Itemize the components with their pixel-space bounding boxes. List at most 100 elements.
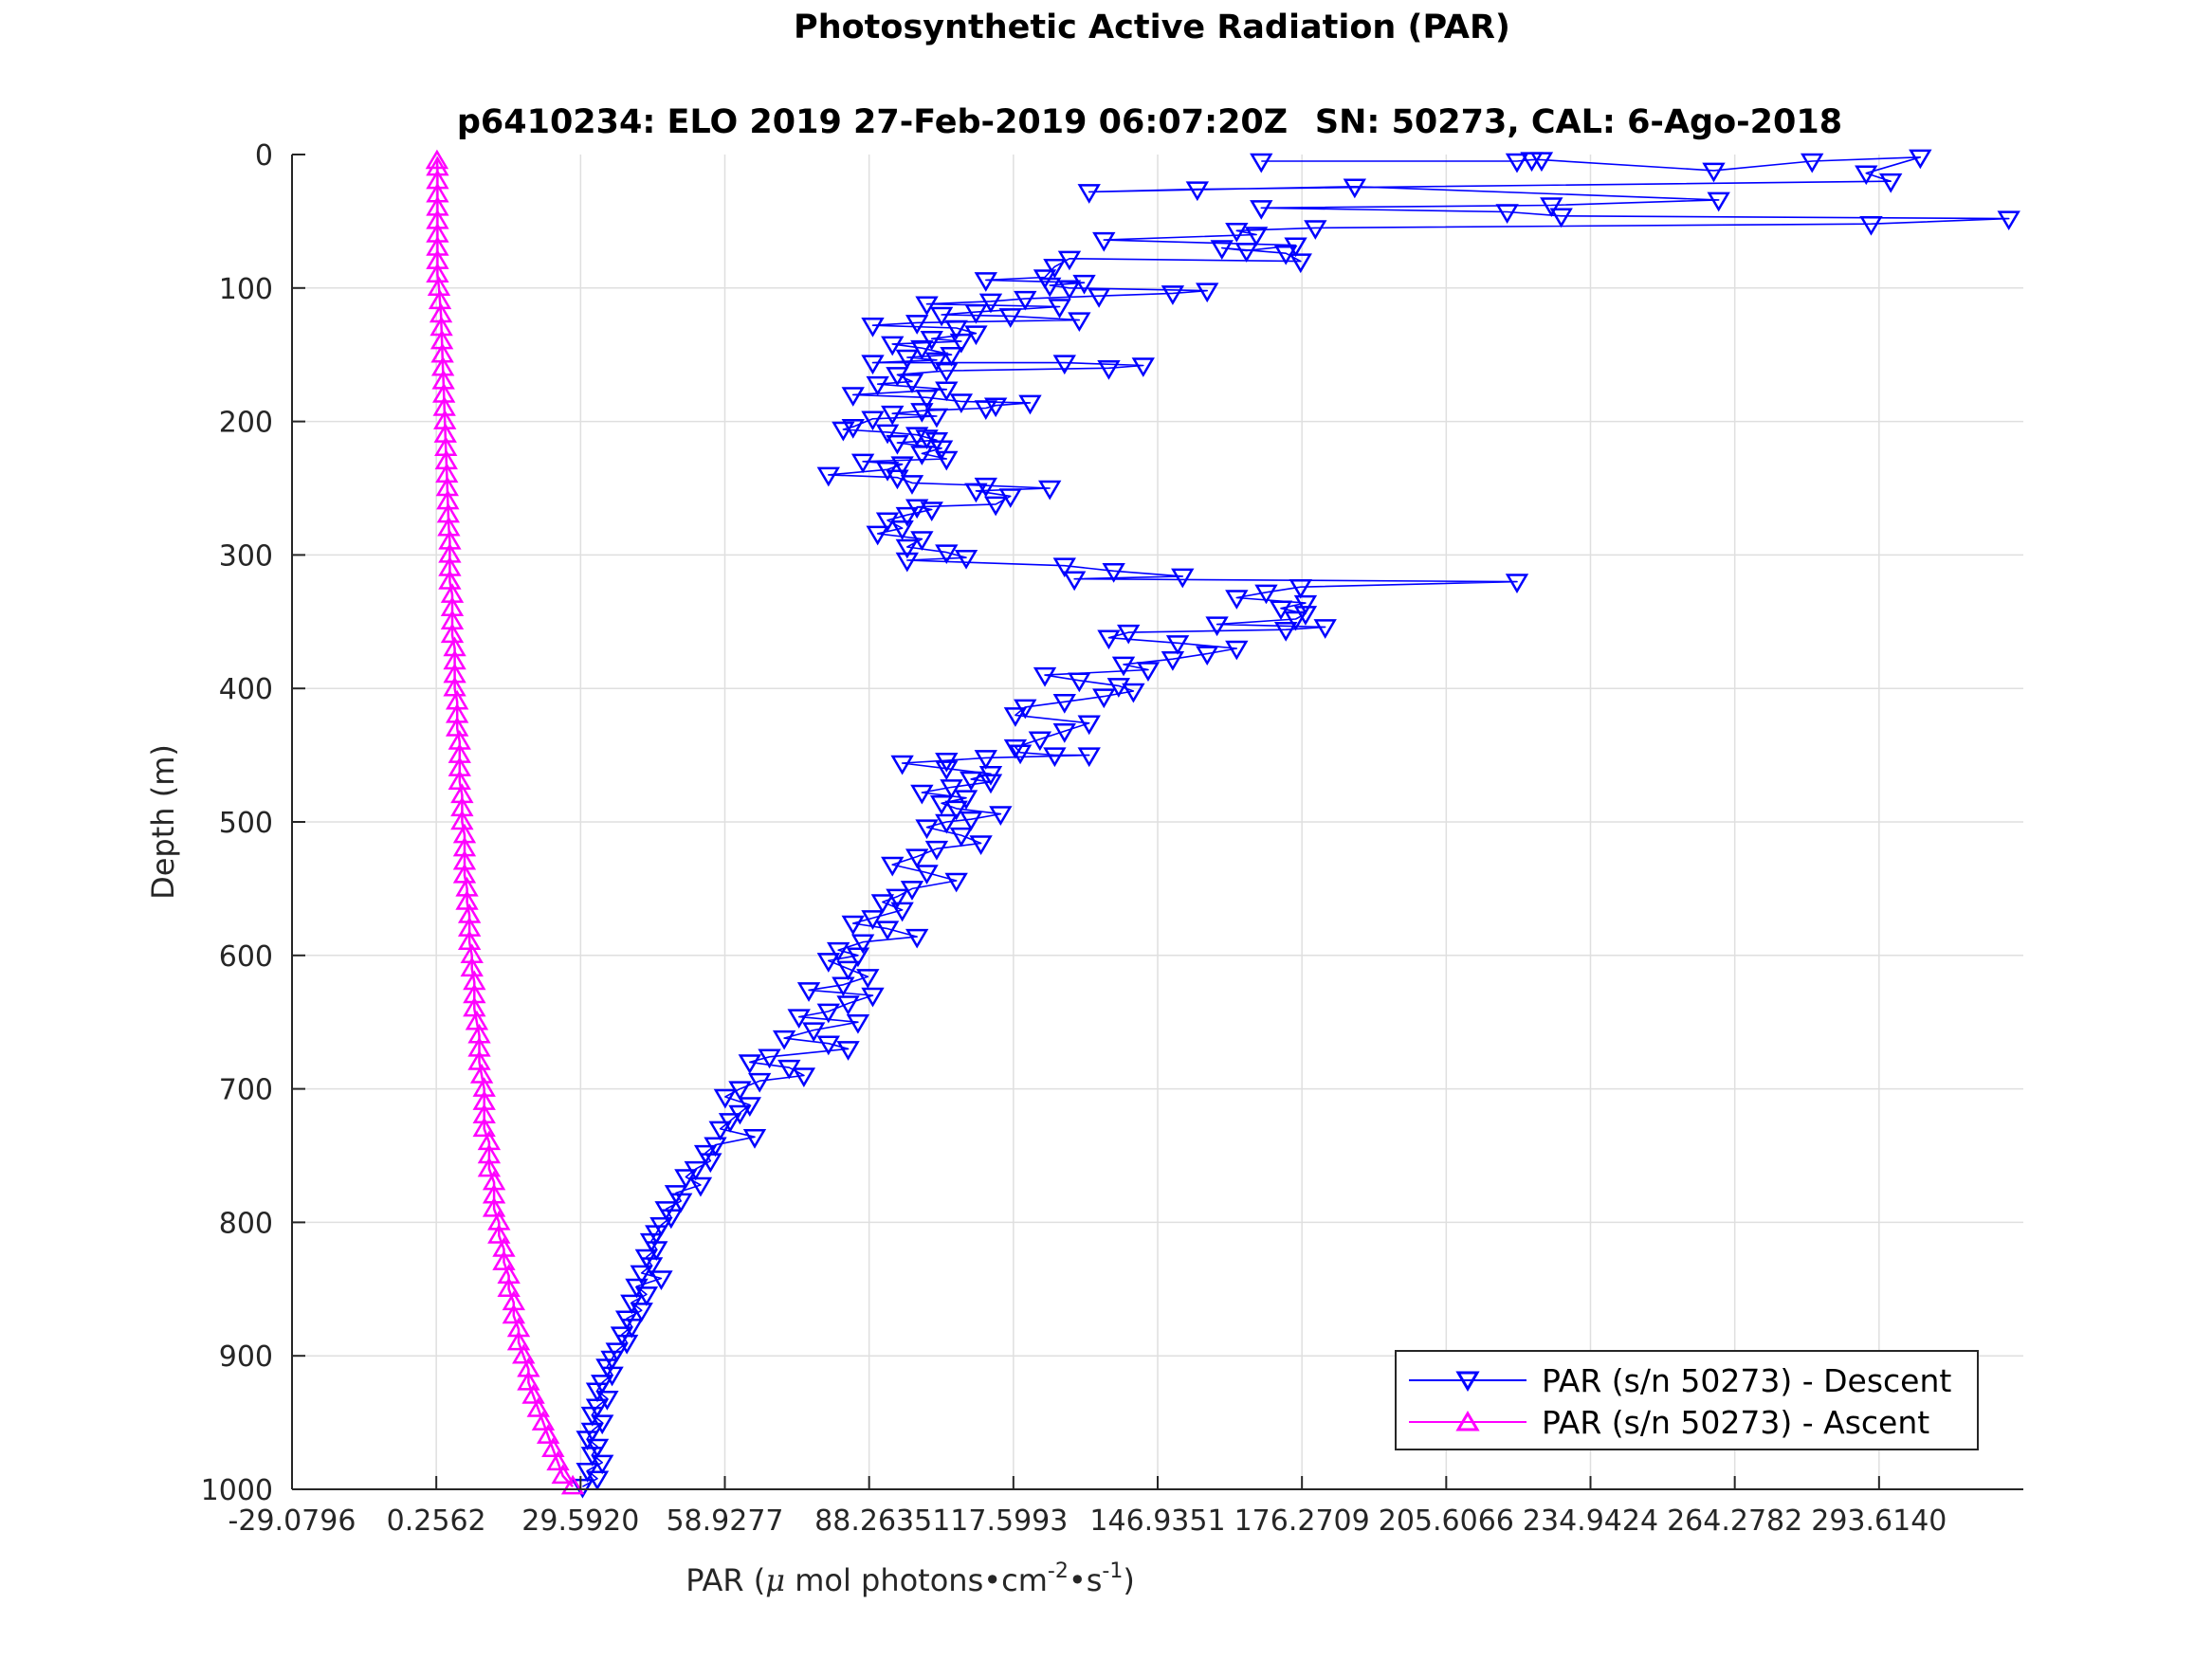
descent-point xyxy=(1313,619,1337,639)
descent-point xyxy=(1289,578,1312,599)
descent-point xyxy=(881,856,905,877)
descent-point xyxy=(983,496,1008,517)
ascent-point xyxy=(433,410,457,429)
descent-point xyxy=(1003,738,1028,759)
ascent-point xyxy=(517,1370,540,1391)
descent-point xyxy=(929,440,954,461)
descent-point xyxy=(1043,259,1067,279)
ascent-point xyxy=(477,1130,502,1151)
descent-point xyxy=(935,450,959,471)
ascent-point xyxy=(536,1424,560,1444)
ascent-point xyxy=(492,1250,516,1270)
descent-point xyxy=(929,795,954,815)
descent-point xyxy=(915,296,939,317)
ascent-series-line xyxy=(435,160,575,1488)
ascent-point xyxy=(497,1264,521,1284)
descent-point xyxy=(832,421,855,442)
y-tick-label: 200 xyxy=(219,407,273,440)
descent-point xyxy=(1062,571,1087,592)
descent-point xyxy=(895,552,919,573)
descent-point xyxy=(861,987,885,1008)
ascent-point xyxy=(517,1357,540,1377)
descent-point xyxy=(1072,274,1096,295)
descent-point xyxy=(713,1088,738,1109)
ascent-point xyxy=(434,436,458,457)
descent-point xyxy=(1855,165,1878,186)
descent-point xyxy=(1293,594,1318,615)
ascent-point xyxy=(477,1157,502,1177)
ascent-point xyxy=(460,957,484,977)
descent-point xyxy=(816,1035,840,1056)
ascent-point xyxy=(426,155,449,176)
legend-ascent-label: PAR (s/n 50273) - Ascent xyxy=(1542,1404,1929,1441)
ascent-point xyxy=(506,1330,531,1351)
descent-point xyxy=(861,410,885,431)
descent-point xyxy=(964,483,988,503)
descent-point xyxy=(895,349,919,370)
ascent-point xyxy=(438,570,462,590)
descent-point xyxy=(935,381,959,402)
descent-point xyxy=(1702,162,1726,183)
descent-point xyxy=(1097,629,1121,650)
descent-point xyxy=(960,771,983,792)
descent-point xyxy=(900,475,924,495)
ascent-point xyxy=(440,623,465,644)
ascent-point xyxy=(431,369,455,390)
descent-point xyxy=(1057,280,1082,301)
ascent-point xyxy=(512,1343,536,1364)
descent-point xyxy=(1505,574,1529,594)
ascent-point xyxy=(432,396,456,416)
ascent-point xyxy=(440,596,465,616)
descent-point xyxy=(924,408,949,428)
ascent-point xyxy=(457,917,482,937)
descent-point xyxy=(1077,747,1101,768)
ascent-point xyxy=(526,1397,550,1417)
ascent-point xyxy=(437,516,461,537)
ascent-point xyxy=(435,463,459,483)
legend-descent-label: PAR (s/n 50273) - Descent xyxy=(1542,1362,1951,1399)
ascent-point xyxy=(438,542,462,563)
ascent-point xyxy=(450,810,474,830)
ascent-point xyxy=(429,302,453,323)
ascent-point xyxy=(440,610,465,630)
descent-point xyxy=(944,872,968,893)
ascent-point xyxy=(452,849,477,870)
descent-point xyxy=(974,272,997,292)
descent-point xyxy=(944,800,968,821)
descent-point xyxy=(866,375,889,396)
ascent-point xyxy=(452,863,477,884)
descent-point xyxy=(924,840,949,861)
ascent-point xyxy=(426,195,449,216)
descent-point xyxy=(826,941,850,962)
descent-point xyxy=(1052,723,1076,743)
descent-point xyxy=(1033,666,1057,687)
descent-point xyxy=(1052,694,1076,714)
y-tick-label: 800 xyxy=(219,1207,273,1240)
descent-point xyxy=(900,374,924,393)
descent-point xyxy=(870,894,895,914)
ascent-point xyxy=(560,1474,585,1495)
ascent-point xyxy=(443,636,466,657)
descent-point xyxy=(816,1003,840,1024)
ascent-point xyxy=(450,783,474,804)
ascent-point xyxy=(440,583,465,603)
descent-point xyxy=(1250,153,1273,173)
descent-point xyxy=(846,947,870,968)
descent-point xyxy=(1185,181,1210,202)
descent-point xyxy=(1284,611,1307,631)
descent-point xyxy=(742,1129,767,1149)
descent-point xyxy=(1111,656,1136,677)
descent-point xyxy=(688,1176,713,1197)
descent-point xyxy=(960,811,983,831)
ascent-point xyxy=(463,983,486,1004)
descent-point xyxy=(861,317,885,337)
descent-point xyxy=(905,928,929,949)
descent-point xyxy=(787,1009,811,1030)
descent-point xyxy=(1018,394,1042,415)
descent-point xyxy=(964,303,988,324)
descent-point xyxy=(1165,635,1190,655)
descent-point xyxy=(1136,662,1161,682)
ascent-point xyxy=(450,796,474,817)
descent-point xyxy=(978,774,1003,794)
descent-point xyxy=(1161,650,1185,671)
